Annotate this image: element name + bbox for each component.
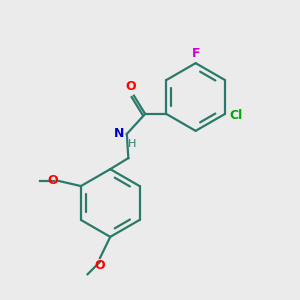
Text: N: N	[113, 128, 124, 140]
Text: H: H	[128, 139, 137, 149]
Text: O: O	[125, 80, 136, 93]
Text: O: O	[47, 174, 58, 187]
Text: Cl: Cl	[230, 109, 243, 122]
Text: O: O	[94, 259, 105, 272]
Text: F: F	[191, 46, 200, 60]
